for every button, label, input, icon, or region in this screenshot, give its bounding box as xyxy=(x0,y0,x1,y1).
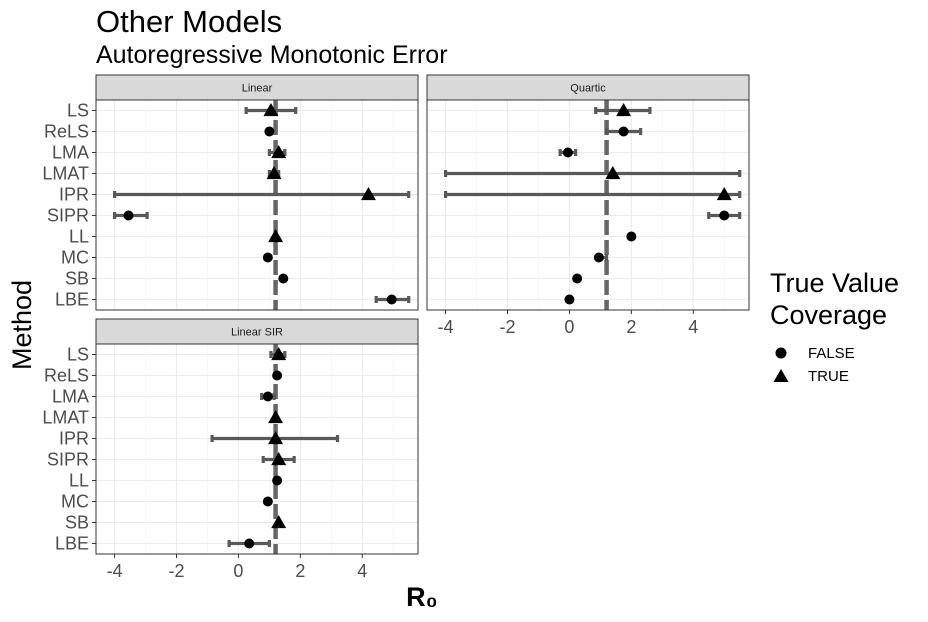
y-tick-label: SB xyxy=(65,269,89,289)
y-tick-label: SIPR xyxy=(47,450,89,470)
panel-border xyxy=(426,99,750,311)
estimate-point-circle xyxy=(272,475,283,486)
y-tick-label: MC xyxy=(61,492,89,512)
estimate-point-circle xyxy=(564,294,575,305)
y-tick-label: ReLS xyxy=(44,366,89,386)
chart-title: Other Models xyxy=(96,4,283,39)
facet-strip-label: Linear xyxy=(242,83,273,95)
panel-border xyxy=(95,343,419,555)
y-tick-label: MC xyxy=(61,248,89,268)
legend-title: True Value Coverage xyxy=(770,268,900,330)
y-tick-label: LMA xyxy=(52,387,89,407)
y-tick-label: LL xyxy=(69,227,89,247)
facet-strip xyxy=(426,74,750,101)
x-tick-label: 2 xyxy=(626,317,636,337)
y-tick-label: IPR xyxy=(59,429,89,449)
y-tick-label: LS xyxy=(67,345,89,365)
estimate-point-triangle xyxy=(271,145,287,159)
estimate-point-triangle xyxy=(268,431,284,445)
facet-strip-label: Quartic xyxy=(570,83,606,95)
estimate-point-triangle xyxy=(716,187,732,201)
panel-quartic: Quartic -4 -2 0 2 4 xyxy=(426,74,750,337)
estimate-point-triangle xyxy=(266,166,282,180)
y-tick-label: LMAT xyxy=(42,408,89,428)
estimate-point-circle xyxy=(123,210,134,221)
y-tick-label: ReLS xyxy=(44,122,89,142)
estimate-point-circle xyxy=(386,294,397,305)
estimate-point-circle xyxy=(593,252,604,263)
x-tick-label: 2 xyxy=(295,561,305,581)
y-tick-label: LBE xyxy=(55,534,89,554)
legend-key-triangle xyxy=(773,369,789,382)
plot-background xyxy=(427,100,749,310)
panel-border xyxy=(95,99,419,311)
facet-strip-label: Linear SIR xyxy=(231,327,283,339)
estimate-point-circle xyxy=(626,231,637,242)
estimate-point-circle xyxy=(264,126,275,137)
estimate-point-triangle xyxy=(271,452,287,466)
x-tick-label: -4 xyxy=(438,317,454,337)
estimate-point-triangle xyxy=(271,347,287,361)
y-tick-label: LL xyxy=(69,471,89,491)
x-tick-label: 4 xyxy=(688,317,698,337)
x-tick-label: 0 xyxy=(564,317,574,337)
estimate-point-circle xyxy=(618,126,629,137)
panel-linear-sir: Linear SIRLSReLSLMALMATIPRSIPRLLMCSBLBE-… xyxy=(42,318,419,581)
x-tick-label: 0 xyxy=(233,561,243,581)
y-tick-label: LMA xyxy=(52,143,89,163)
estimate-point-circle xyxy=(272,370,283,381)
estimate-point-circle xyxy=(278,273,289,284)
estimate-point-triangle xyxy=(616,103,632,117)
legend-label: FALSE xyxy=(808,345,855,362)
x-tick-label: -4 xyxy=(107,561,123,581)
y-tick-label: LBE xyxy=(55,290,89,310)
legend-key-circle xyxy=(775,347,787,359)
x-tick-label: -2 xyxy=(499,317,515,337)
x-tick-label: -2 xyxy=(168,561,184,581)
plot-background xyxy=(96,344,418,554)
estimate-point-circle xyxy=(262,391,273,402)
y-axis-title: Method xyxy=(7,280,37,370)
y-tick-label: SIPR xyxy=(47,206,89,226)
y-tick-label: LMAT xyxy=(42,164,89,184)
estimate-point-triangle xyxy=(263,103,279,117)
chart-subtitle: Autoregressive Monotonic Error xyxy=(96,41,448,69)
estimate-point-triangle xyxy=(605,166,621,180)
legend-label: TRUE xyxy=(808,368,849,385)
facet-strip xyxy=(95,318,419,345)
estimate-point-triangle xyxy=(360,187,376,201)
y-tick-label: SB xyxy=(65,513,89,533)
estimate-point-circle xyxy=(262,252,273,263)
estimate-point-triangle xyxy=(268,410,284,424)
estimate-point-circle xyxy=(244,538,255,549)
estimate-point-triangle xyxy=(271,515,287,529)
y-tick-label: LS xyxy=(67,101,89,121)
estimate-point-circle xyxy=(262,496,273,507)
x-tick-label: 4 xyxy=(357,561,367,581)
estimate-point-triangle xyxy=(268,229,284,243)
estimate-point-circle xyxy=(719,210,730,221)
estimate-point-circle xyxy=(572,273,583,284)
plot-background xyxy=(96,100,418,310)
estimate-point-circle xyxy=(562,147,573,158)
y-tick-label: IPR xyxy=(59,185,89,205)
x-axis-title: R₀ xyxy=(406,582,438,612)
